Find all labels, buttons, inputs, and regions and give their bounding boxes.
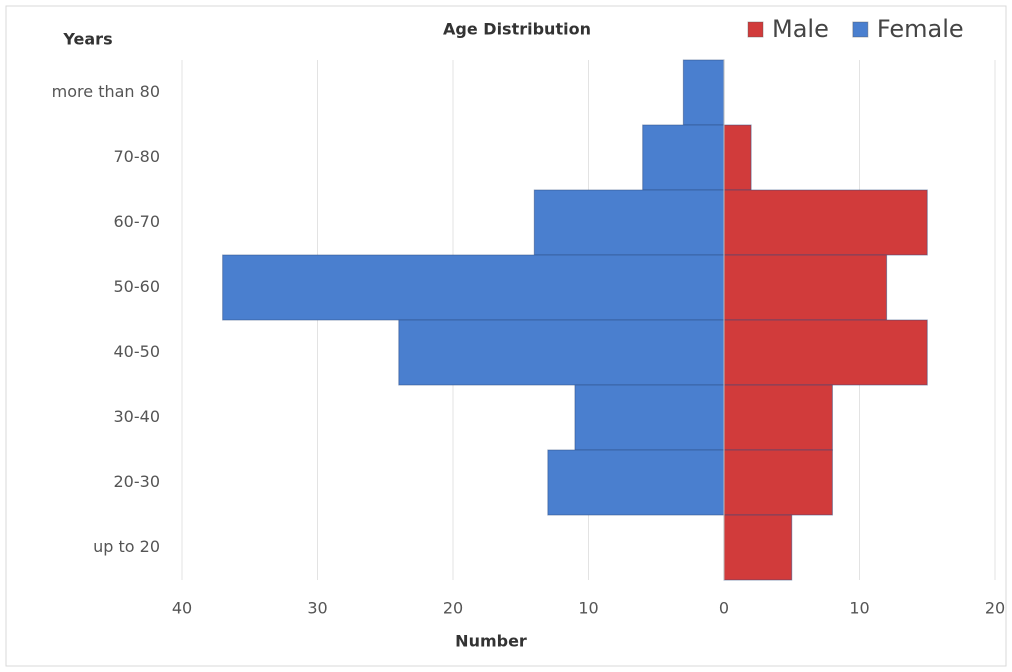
x-tick-label: 30 xyxy=(307,599,327,618)
bar xyxy=(533,189,725,256)
legend-swatch xyxy=(852,21,869,38)
y-tick-label: 70-80 xyxy=(114,147,161,166)
bar xyxy=(547,449,725,516)
x-tick-label: 40 xyxy=(172,599,192,618)
x-tick-label: 10 xyxy=(578,599,598,618)
bar xyxy=(398,319,725,386)
bar xyxy=(723,514,793,581)
bar xyxy=(723,254,888,321)
bar xyxy=(222,254,725,321)
y-tick-label: 40-50 xyxy=(114,342,161,361)
y-tick-label: 20-30 xyxy=(114,472,161,491)
bar xyxy=(723,319,928,386)
x-axis-label: Number xyxy=(455,632,527,651)
y-tick-label: more than 80 xyxy=(52,82,160,101)
bar xyxy=(682,59,725,126)
bar xyxy=(642,124,725,191)
chart-title: Age Distribution xyxy=(443,20,591,39)
y-tick-label: 50-60 xyxy=(114,277,161,296)
y-tick-label: 60-70 xyxy=(114,212,161,231)
bar xyxy=(723,384,833,451)
x-tick-label: 20 xyxy=(985,599,1005,618)
legend-label: Female xyxy=(877,15,964,43)
x-tick-label: 20 xyxy=(443,599,463,618)
x-tick-label: 10 xyxy=(849,599,869,618)
y-axis-label: Years xyxy=(62,30,112,49)
bar xyxy=(723,124,752,191)
y-tick-label: 30-40 xyxy=(114,407,161,426)
legend-swatch xyxy=(747,21,764,38)
x-tick-label: 0 xyxy=(719,599,729,618)
bar xyxy=(574,384,725,451)
legend-label: Male xyxy=(772,15,829,43)
bar xyxy=(723,449,833,516)
y-tick-label: up to 20 xyxy=(93,537,160,556)
bar xyxy=(723,189,928,256)
